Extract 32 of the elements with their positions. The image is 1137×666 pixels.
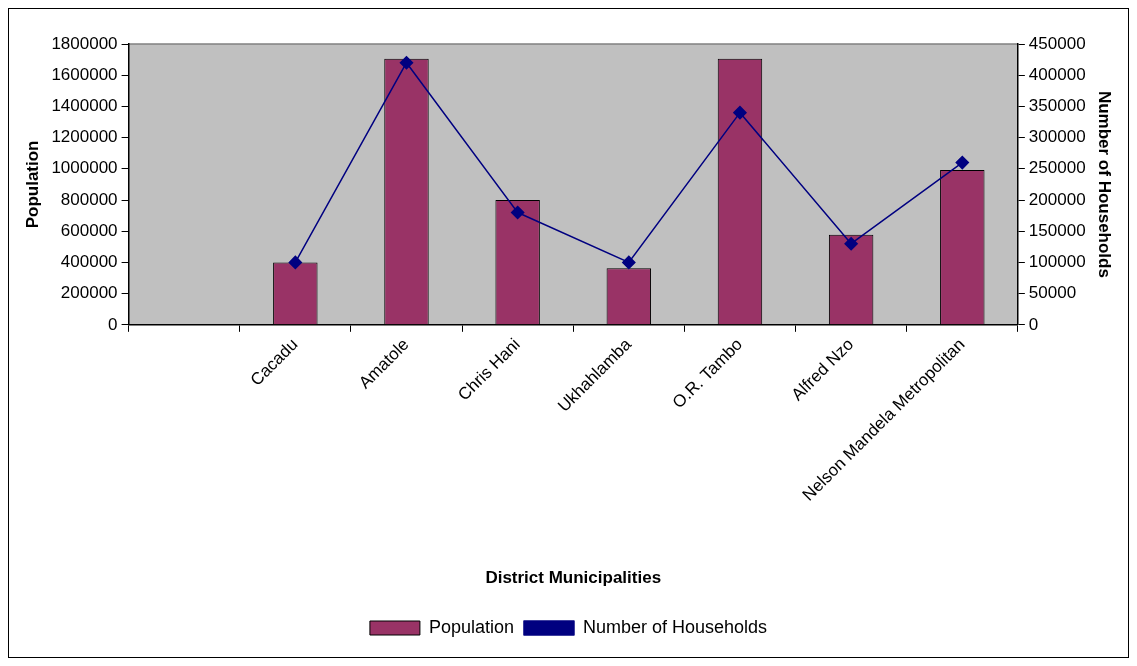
- legend-label: Population: [428, 616, 514, 637]
- y2-tick-label: 0: [1028, 314, 1039, 334]
- point: [510, 205, 525, 220]
- y2-tick-label: 350000: [1028, 96, 1086, 116]
- point: [399, 55, 414, 70]
- y-tick-label: 800000: [60, 189, 118, 209]
- y-axis-title: Population: [22, 140, 42, 229]
- point: [844, 236, 858, 251]
- y-tick-label: 400000: [60, 252, 118, 272]
- y2-tick-label: 150000: [1028, 220, 1086, 240]
- legend-label: Number of Households: [582, 616, 768, 637]
- point: [955, 155, 970, 170]
- y-tick-label: 1200000: [51, 127, 118, 147]
- y2-tick-label: 200000: [1028, 189, 1086, 209]
- point: [733, 105, 747, 120]
- y2-tick-label: 450000: [1028, 33, 1086, 53]
- y-tick-label: 1000000: [51, 158, 118, 178]
- y-tick-label: 200000: [60, 283, 118, 303]
- y-tick-label: 1400000: [51, 96, 118, 116]
- y-tick-label: 0: [108, 314, 118, 334]
- y2-axis-title: Number of Households: [1095, 90, 1115, 278]
- y2-tick-label: 400000: [1028, 64, 1086, 84]
- y2-tick-label: 100000: [1028, 252, 1086, 272]
- y2-tick-label: 250000: [1028, 158, 1086, 178]
- y-tick-label: 600000: [60, 220, 118, 240]
- y-tick-label: 1800000: [51, 33, 118, 53]
- y2-tick-label: 50000: [1028, 283, 1077, 303]
- x-axis-title: District Municipalities: [485, 568, 662, 588]
- point: [622, 255, 636, 270]
- y-tick-label: 1600000: [51, 64, 118, 84]
- y2-tick-label: 300000: [1028, 127, 1086, 147]
- point: [288, 255, 303, 270]
